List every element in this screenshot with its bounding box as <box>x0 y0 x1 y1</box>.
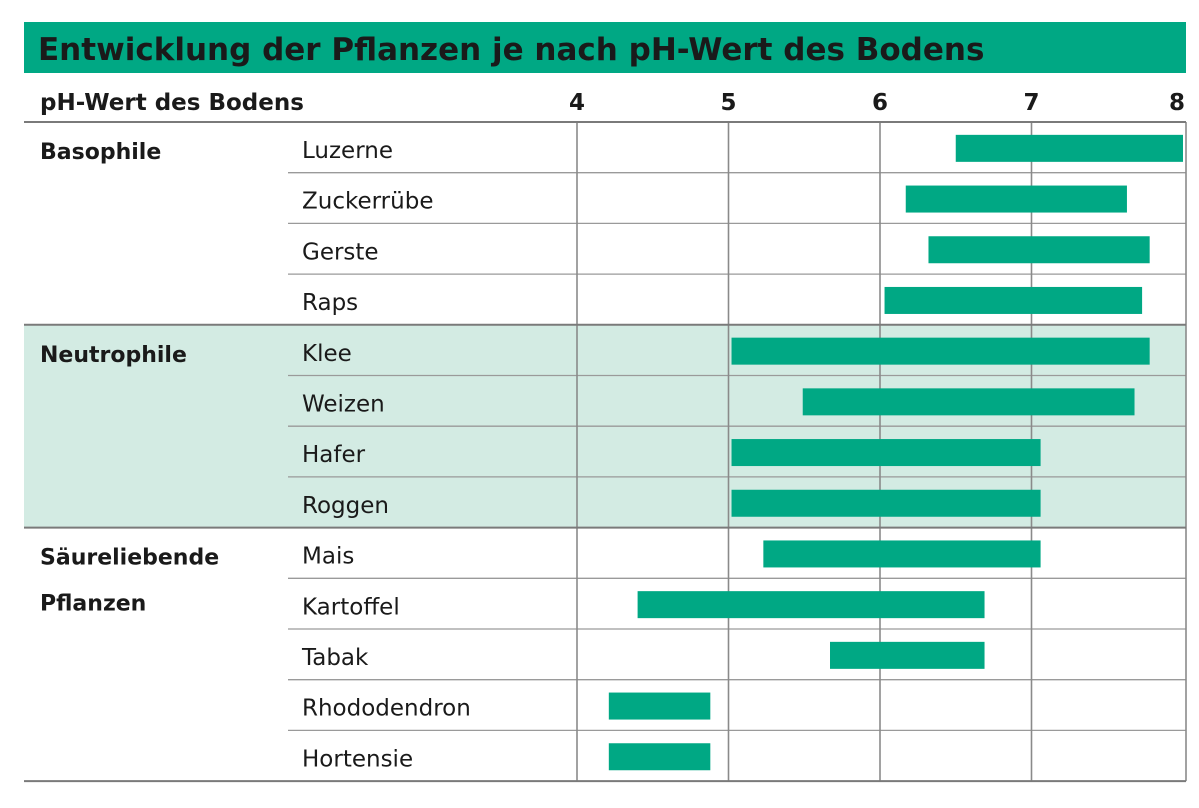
bar-hafer <box>731 439 1041 467</box>
tick-label: 5 <box>720 90 736 116</box>
row-label: Raps <box>302 290 358 316</box>
row-label: Roggen <box>302 493 389 519</box>
title-bar <box>24 22 1186 73</box>
bar-zuckerrübe <box>905 185 1127 213</box>
bar-rhododendron <box>608 692 711 720</box>
bar-roggen <box>731 489 1041 517</box>
bar-kartoffel <box>637 591 985 619</box>
row-label: Klee <box>302 341 352 367</box>
bar-gerste <box>928 236 1150 264</box>
row-label: Hafer <box>302 442 366 468</box>
tick-label: 7 <box>1023 90 1039 116</box>
group-label: Neutrophile <box>40 343 187 368</box>
x-axis-label: pH-Wert des Bodens <box>40 90 304 116</box>
group-label: Pflanzen <box>40 592 146 617</box>
group-label: Basophile <box>40 140 161 165</box>
tick-label: 8 <box>1169 90 1185 116</box>
row-label: Luzerne <box>302 138 393 164</box>
row-label: Rhododendron <box>302 696 471 722</box>
group-label: Säureliebende <box>40 546 219 571</box>
bar-raps <box>884 286 1143 314</box>
bar-weizen <box>802 388 1135 416</box>
row-label: Hortensie <box>302 746 413 772</box>
row-label: Kartoffel <box>302 594 400 620</box>
row-label: Mais <box>302 544 354 570</box>
tick-label: 6 <box>872 90 888 116</box>
row-label: Weizen <box>302 392 385 418</box>
chart-title: Entwicklung der Pflanzen je nach pH-Wert… <box>38 32 984 68</box>
bar-luzerne <box>955 134 1183 162</box>
bar-hortensie <box>608 743 711 771</box>
bar-tabak <box>830 641 985 669</box>
bar-klee <box>731 337 1150 365</box>
tick-label: 4 <box>569 90 585 116</box>
bar-mais <box>763 540 1041 568</box>
row-label: Tabak <box>301 645 369 671</box>
row-label: Gerste <box>302 239 379 265</box>
row-label: Zuckerrübe <box>302 189 433 215</box>
